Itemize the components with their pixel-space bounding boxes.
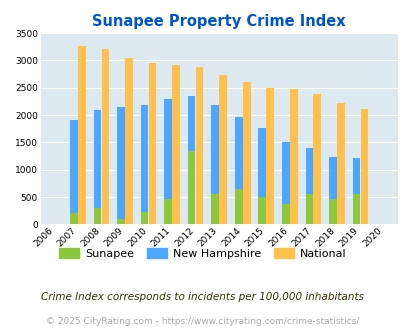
Bar	[125, 58, 133, 224]
Bar	[328, 199, 336, 224]
Bar	[305, 194, 312, 224]
Bar	[188, 150, 195, 224]
Bar	[172, 65, 179, 224]
Bar	[164, 99, 172, 224]
Title: Sunapee Property Crime Index: Sunapee Property Crime Index	[92, 14, 345, 29]
Bar	[242, 82, 250, 224]
Bar	[70, 214, 78, 224]
Bar	[234, 189, 242, 224]
Bar	[289, 89, 297, 224]
Bar	[78, 46, 86, 224]
Bar	[352, 194, 359, 224]
Legend: Sunapee, New Hampshire, National: Sunapee, New Hampshire, National	[55, 244, 350, 263]
Bar	[149, 62, 156, 224]
Bar	[117, 107, 125, 224]
Text: © 2025 CityRating.com - https://www.cityrating.com/crime-statistics/: © 2025 CityRating.com - https://www.city…	[46, 317, 359, 326]
Bar	[313, 94, 320, 224]
Bar	[360, 109, 367, 224]
Bar	[70, 120, 78, 224]
Bar	[258, 196, 265, 224]
Bar	[305, 148, 312, 224]
Bar	[94, 208, 101, 224]
Bar	[219, 75, 226, 224]
Bar	[117, 219, 125, 224]
Bar	[94, 110, 101, 224]
Bar	[234, 117, 242, 224]
Bar	[211, 105, 218, 224]
Bar	[266, 88, 273, 224]
Bar	[188, 96, 195, 224]
Bar	[196, 67, 203, 224]
Bar	[211, 194, 218, 224]
Bar	[164, 199, 172, 224]
Bar	[336, 103, 344, 224]
Bar	[352, 158, 359, 224]
Bar	[102, 50, 109, 224]
Bar	[141, 212, 148, 224]
Bar	[141, 105, 148, 224]
Bar	[281, 204, 289, 224]
Bar	[281, 142, 289, 224]
Bar	[258, 128, 265, 224]
Text: Crime Index corresponds to incidents per 100,000 inhabitants: Crime Index corresponds to incidents per…	[41, 292, 364, 302]
Bar	[328, 157, 336, 224]
